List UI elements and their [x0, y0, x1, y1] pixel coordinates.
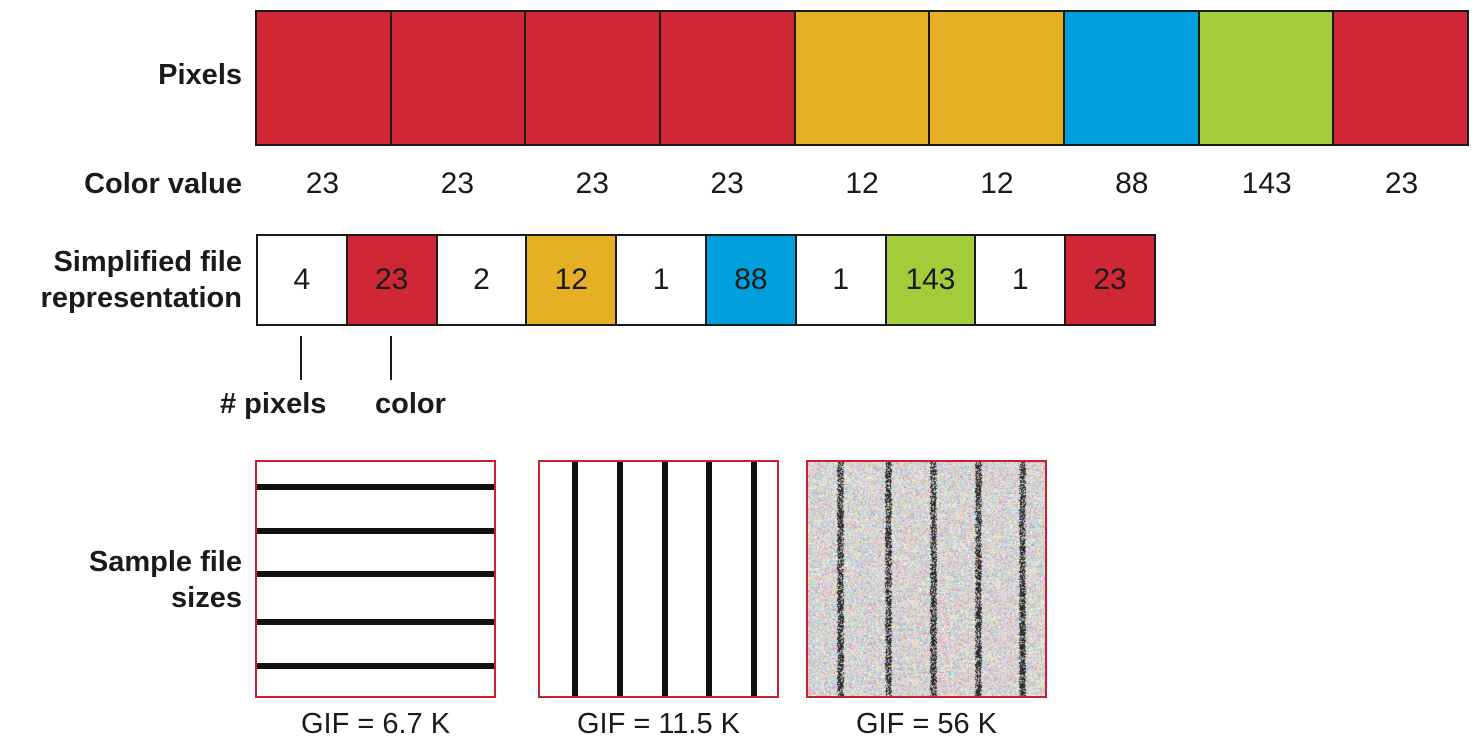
rle-color-cell: 88 [706, 236, 797, 324]
rle-color-cell: 23 [1066, 236, 1154, 324]
vertical-lines-image [572, 462, 757, 696]
pixels-label: Pixels [158, 59, 242, 91]
rle-color-cell: 143 [886, 236, 977, 324]
color-value-row: 23 23 23 23 12 12 88 143 23 [255, 164, 1469, 204]
color-value: 23 [710, 167, 744, 200]
pixel-cell [661, 12, 796, 144]
color-value: 88 [1115, 167, 1149, 200]
sample-file-sizes-label: Sample file sizes [89, 544, 242, 616]
num-pixels-annotation: # pixels [220, 388, 327, 420]
pixel-cell [391, 12, 527, 144]
color-value: 23 [575, 167, 609, 200]
rle-color-cell: 12 [527, 236, 618, 324]
pixel-cell [1199, 12, 1335, 144]
color-value: 12 [980, 167, 1014, 200]
rle-count-cell: 1 [796, 236, 887, 324]
rle-color-cell: 23 [347, 236, 438, 324]
rle-count-cell: 1 [976, 236, 1067, 324]
sample-vertical-lines [538, 460, 779, 698]
color-annotation: color [375, 388, 446, 420]
sample-caption: GIF = 56 K [855, 708, 998, 740]
pixel-cell [930, 12, 1066, 144]
pixel-cell [795, 12, 931, 144]
color-value: 23 [305, 167, 340, 200]
color-value: 12 [845, 167, 879, 200]
pixel-cell [1334, 12, 1468, 144]
color-value: 23 [1384, 167, 1419, 200]
sample-noisy-vertical-lines [806, 460, 1047, 698]
simplified-file-label: Simplified file representation [41, 244, 242, 316]
sample-file-sizes-label-line1: Sample file [88, 546, 242, 578]
color-tick [390, 336, 392, 380]
noisy-vertical-lines-image [808, 462, 1045, 696]
color-value-label: Color value [84, 168, 242, 200]
color-value: 23 [440, 167, 475, 200]
pixel-cell [1065, 12, 1200, 144]
simplified-file-strip: 4 23 2 12 1 88 1 143 1 23 [256, 234, 1156, 326]
sample-caption: GIF = 11.5 K [576, 708, 741, 740]
sample-caption: GIF = 6.7 K [300, 708, 451, 740]
rle-count-cell: 1 [617, 236, 707, 324]
rle-count-cell: 4 [258, 236, 348, 324]
simplified-file-label-line2: representation [40, 282, 242, 314]
pixels-strip [255, 10, 1469, 146]
horizontal-lines-image [257, 484, 494, 669]
pixel-cell [257, 12, 392, 144]
sample-file-sizes-label-line2: sizes [171, 582, 242, 614]
sample-horizontal-lines [255, 460, 496, 698]
simplified-file-label-line1: Simplified file [53, 246, 242, 278]
pixels-count-tick [300, 336, 302, 380]
pixel-cell [526, 12, 662, 144]
color-value: 143 [1241, 167, 1292, 200]
rle-count-cell: 2 [437, 236, 528, 324]
